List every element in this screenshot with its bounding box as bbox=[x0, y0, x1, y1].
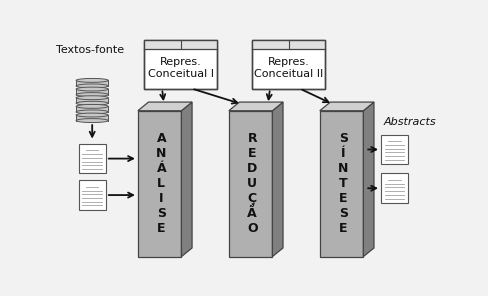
Text: Repres.
Conceitual I: Repres. Conceitual I bbox=[147, 57, 213, 79]
FancyBboxPatch shape bbox=[143, 39, 217, 89]
Polygon shape bbox=[363, 102, 373, 257]
Polygon shape bbox=[228, 111, 272, 257]
Ellipse shape bbox=[76, 84, 108, 88]
Ellipse shape bbox=[76, 113, 108, 117]
Ellipse shape bbox=[76, 93, 108, 96]
Ellipse shape bbox=[76, 78, 108, 82]
FancyBboxPatch shape bbox=[380, 173, 407, 203]
Text: Textos-fonte: Textos-fonte bbox=[56, 45, 124, 55]
Text: S
Í
N
T
E
S
E: S Í N T E S E bbox=[337, 132, 347, 235]
Polygon shape bbox=[76, 89, 108, 95]
FancyBboxPatch shape bbox=[143, 39, 217, 49]
Polygon shape bbox=[319, 102, 373, 111]
Polygon shape bbox=[319, 111, 363, 257]
FancyBboxPatch shape bbox=[251, 39, 325, 89]
Polygon shape bbox=[138, 111, 181, 257]
Polygon shape bbox=[76, 106, 108, 112]
Polygon shape bbox=[228, 102, 283, 111]
Polygon shape bbox=[272, 102, 283, 257]
Ellipse shape bbox=[76, 96, 108, 100]
Polygon shape bbox=[76, 98, 108, 103]
FancyBboxPatch shape bbox=[79, 180, 105, 210]
Text: R
E
D
U
Ç
Ã
O: R E D U Ç Ã O bbox=[246, 132, 257, 235]
Polygon shape bbox=[181, 102, 192, 257]
Polygon shape bbox=[76, 115, 108, 120]
Ellipse shape bbox=[76, 101, 108, 105]
FancyBboxPatch shape bbox=[251, 39, 325, 49]
Ellipse shape bbox=[76, 87, 108, 91]
FancyBboxPatch shape bbox=[380, 135, 407, 164]
FancyBboxPatch shape bbox=[79, 144, 105, 173]
Text: Repres.
Conceitual II: Repres. Conceitual II bbox=[253, 57, 323, 79]
Text: Abstracts: Abstracts bbox=[383, 117, 435, 127]
Polygon shape bbox=[76, 81, 108, 86]
Ellipse shape bbox=[76, 119, 108, 123]
Polygon shape bbox=[138, 102, 192, 111]
Text: A
N
Á
L
I
S
E: A N Á L I S E bbox=[156, 132, 166, 235]
Ellipse shape bbox=[76, 110, 108, 114]
Ellipse shape bbox=[76, 104, 108, 108]
